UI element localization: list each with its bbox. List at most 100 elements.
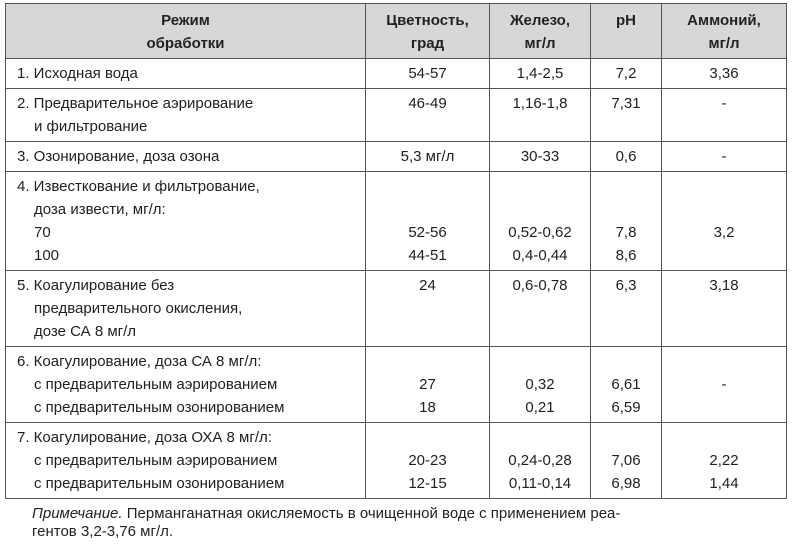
header-color: Цветность, град <box>365 3 490 59</box>
cell-ph-line: 6,3 <box>615 277 637 294</box>
cell-mode-line: 70 <box>34 224 51 241</box>
cell-iron-line <box>490 426 590 449</box>
cell-iron-line: 0,32 <box>525 376 555 393</box>
cell-ammonium: - <box>661 88 787 142</box>
cell-mode: 5. Коагулирование без предварительного ок… <box>5 270 366 347</box>
header-ammonium-line: мг/л <box>708 35 740 52</box>
cell-ph-line: 6,61 <box>611 376 641 393</box>
cell-color-line: 44-51 <box>408 247 447 264</box>
cell-ph-line <box>591 350 661 373</box>
cell-color: 27 18 <box>365 346 490 423</box>
cell-ammonium-line: 2,22 <box>709 452 739 469</box>
cell-iron: 0,6-0,78 <box>489 270 591 347</box>
cell-ph-line: 7,2 <box>615 65 637 82</box>
cell-ammonium: 3,18 <box>661 270 787 347</box>
cell-mode: 1. Исходная вода <box>5 58 366 89</box>
cell-ph: 7,2 <box>590 58 662 89</box>
cell-color-line <box>366 426 489 449</box>
cell-mode-line: 1. Исходная вода <box>17 65 138 82</box>
table-row: 7. Коагулирование, доза ОХА 8 мг/л: с пре… <box>5 422 787 499</box>
table-row: 5. Коагулирование без предварительного ок… <box>5 270 787 347</box>
note-text: Перманганатная окисляемость в очищенной … <box>122 505 621 522</box>
cell-iron-line <box>490 198 590 221</box>
cell-color-line <box>366 350 489 373</box>
cell-iron: 1,16-1,8 <box>489 88 591 142</box>
cell-iron-line: 0,21 <box>525 399 555 416</box>
cell-ph: 7,31 <box>590 88 662 142</box>
cell-ph-line: 7,8 <box>615 224 637 241</box>
header-iron-line: мг/л <box>524 35 556 52</box>
cell-ph-line <box>591 175 661 198</box>
cell-iron-line: 30-33 <box>520 148 560 165</box>
header-ammonium: Аммоний, мг/л <box>661 3 787 59</box>
cell-mode: 4. Известкование и фильтрование, доза изв… <box>5 171 366 271</box>
cell-mode-line: 100 <box>34 247 60 264</box>
cell-ammonium-line: - <box>721 376 727 393</box>
cell-ammonium: 3,2 <box>661 171 787 271</box>
table-row: 4. Известкование и фильтрование, доза изв… <box>5 171 787 271</box>
cell-ph-line: 6,59 <box>611 399 641 416</box>
cell-ph-line: 7,06 <box>611 452 641 469</box>
header-ph: pH <box>590 3 662 59</box>
cell-ammonium-line <box>662 350 786 373</box>
cell-iron-line: 0,24-0,28 <box>508 452 572 469</box>
cell-color: 52-56 44-51 <box>365 171 490 271</box>
cell-color-line <box>366 175 489 198</box>
cell-ammonium-line <box>662 244 786 267</box>
cell-color-line: 12-15 <box>408 475 447 492</box>
cell-ammonium-line <box>662 175 786 198</box>
cell-color-line: 54-57 <box>408 65 447 82</box>
cell-ammonium-line: - <box>721 148 727 165</box>
cell-ammonium-line: 1,44 <box>709 475 739 492</box>
cell-ammonium-line <box>662 396 786 419</box>
header-mode-line: обработки <box>146 35 225 52</box>
cell-color: 5,3 мг/л <box>365 141 490 172</box>
cell-ammonium: 2,22 1,44 <box>661 422 787 499</box>
cell-mode-line: 6. Коагулирование, доза СА 8 мг/л: <box>17 353 262 370</box>
cell-iron-line: 1,4-2,5 <box>516 65 564 82</box>
cell-mode-line: 3. Озонирование, доза озона <box>17 148 220 165</box>
cell-color-line: 27 <box>419 376 436 393</box>
header-iron-line: Железо, <box>510 12 570 29</box>
cell-ammonium: - <box>661 141 787 172</box>
cell-mode-line: дозе СА 8 мг/л <box>34 323 137 340</box>
cell-mode: 7. Коагулирование, доза ОХА 8 мг/л: с пре… <box>5 422 366 499</box>
cell-iron-line: 0,52-0,62 <box>508 224 572 241</box>
cell-mode-line: предварительного окисления, <box>34 300 243 317</box>
cell-color: 54-57 <box>365 58 490 89</box>
cell-iron: 0,24-0,28 0,11-0,14 <box>489 422 591 499</box>
cell-iron-line: 1,16-1,8 <box>512 95 568 112</box>
cell-iron: 1,4-2,5 <box>489 58 591 89</box>
table-body: 1. Исходная вода 54-57 1,4-2,5 7,2 3,36 2. Пр… <box>5 58 787 499</box>
cell-ph-line: 8,6 <box>615 247 637 264</box>
cell-color-line: 24 <box>419 277 436 294</box>
cell-mode-line: 7. Коагулирование, доза ОХА 8 мг/л: <box>17 429 272 446</box>
cell-ph-line <box>591 426 661 449</box>
cell-ammonium-line: 3,18 <box>709 277 739 294</box>
header-color-line: Цветность, <box>386 12 469 29</box>
cell-mode-line: с предварительным аэрированием <box>34 452 278 469</box>
cell-mode-line: с предварительным аэрированием <box>34 376 278 393</box>
cell-mode-line: с предварительным озонированием <box>34 399 285 416</box>
cell-iron: 30-33 <box>489 141 591 172</box>
table-row: 1. Исходная вода 54-57 1,4-2,5 7,2 3,36 <box>5 58 787 89</box>
cell-color-line: 20-23 <box>408 452 447 469</box>
cell-color: 46-49 <box>365 88 490 142</box>
header-ammonium-line: Аммоний, <box>687 12 761 29</box>
cell-ph-line: 6,98 <box>611 475 641 492</box>
cell-color-line: 18 <box>419 399 436 416</box>
cell-ammonium-line: 3,36 <box>709 65 739 82</box>
cell-mode-line: с предварительным озонированием <box>34 475 285 492</box>
header-mode-line: Режим <box>161 12 210 29</box>
cell-color-line: 52-56 <box>408 224 447 241</box>
table-row: 3. Озонирование, доза озона 5,3 мг/л 30-33… <box>5 141 787 172</box>
cell-iron-line <box>490 175 590 198</box>
table-note: Примечание. Перманганатная окисляемость … <box>32 505 782 541</box>
cell-ph-line <box>591 198 661 221</box>
cell-mode: 3. Озонирование, доза озона <box>5 141 366 172</box>
header-ph-line: pH <box>616 12 636 29</box>
cell-color-line <box>366 198 489 221</box>
table-row: 6. Коагулирование, доза СА 8 мг/л: с пред… <box>5 346 787 423</box>
cell-mode-line: и фильтрование <box>34 118 148 135</box>
